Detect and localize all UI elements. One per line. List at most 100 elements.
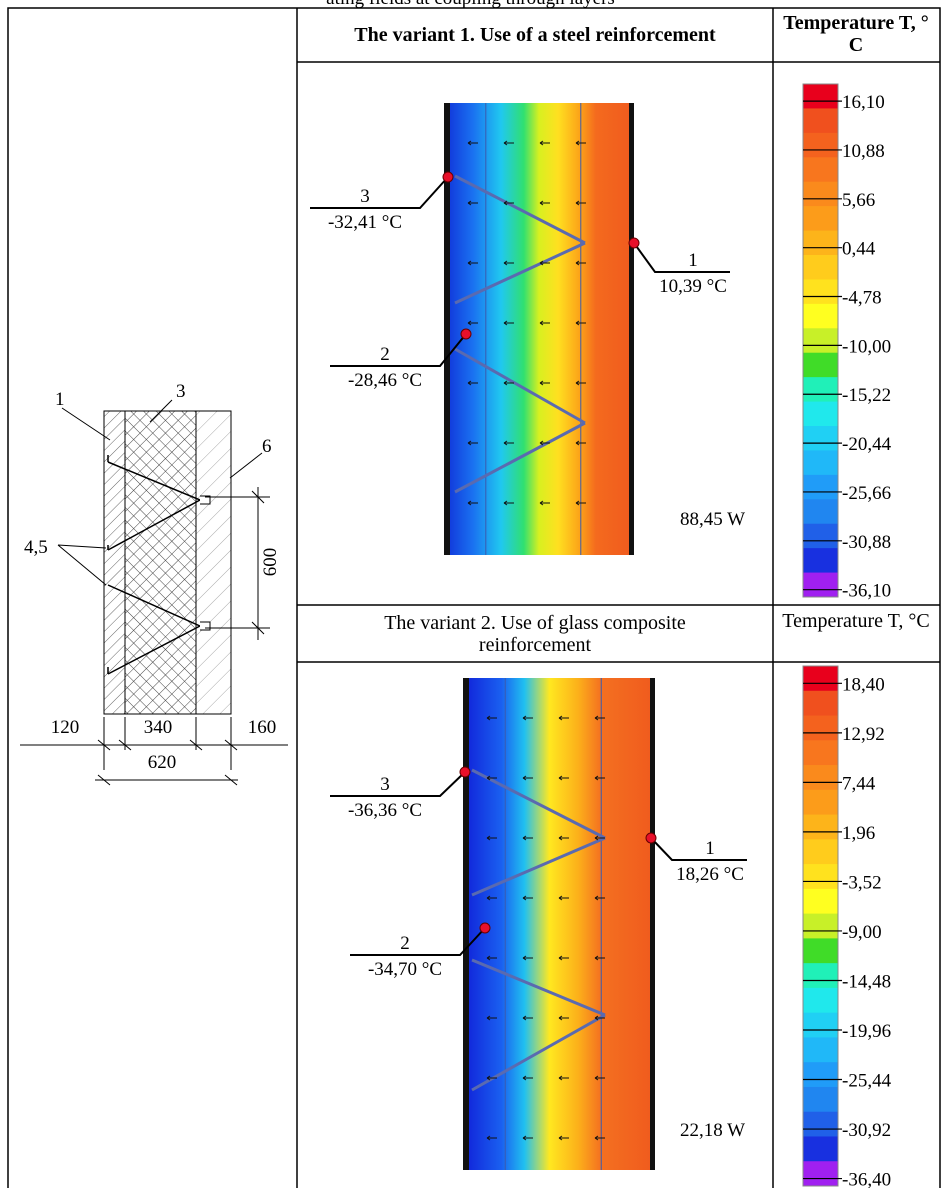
scale-band [803,938,838,964]
point-number: 2 [380,344,390,365]
scale-label: -36,10 [842,581,891,602]
flux-arrow [594,895,605,901]
leader-line [633,242,730,273]
wall-edge [629,103,634,555]
leader-line [330,333,467,367]
scale-band [803,789,838,816]
caption: ating fields at coupling through layers [0,0,941,10]
scale-band [803,987,838,1014]
scale-label: -10,00 [842,336,891,357]
point-temperature: -28,46 °C [348,370,422,391]
flux-arrow [594,1015,605,1021]
flux-arrow [486,835,497,841]
scale-label: 7,44 [842,773,876,794]
flux-arrow [486,1075,497,1081]
scale-band [803,255,838,280]
flux-arrow [486,715,497,721]
temperature-field [444,103,634,555]
flux-arrow [503,320,514,326]
flux-arrow [539,500,550,506]
flux-arrow [486,1015,497,1021]
scale-band [803,230,838,256]
flux-arrow [486,1135,497,1141]
flux-arrow [558,895,569,901]
scale-band [803,1136,838,1162]
flux-arrow [522,1135,533,1141]
dimension-label: 160 [248,717,277,738]
scale-label: -20,44 [842,434,892,455]
point-temperature: -32,41 °C [328,212,402,233]
flux-arrow [558,1015,569,1021]
scale-label: 5,66 [842,190,875,211]
reinforcement [471,768,606,840]
scale-band [803,1161,838,1187]
wall-edge [444,103,450,555]
point-marker [460,328,472,340]
flux-arrow [594,955,605,961]
point-number: 1 [705,838,715,859]
scale-label: -3,52 [842,872,882,893]
flux-arrow [522,955,533,961]
scale-label: 16,10 [842,92,885,113]
scale-label: 1,96 [842,823,875,844]
scale-label: -14,48 [842,971,891,992]
scale-title: Temperature T, °C [782,610,930,632]
flux-arrow [522,1075,533,1081]
scale-band [803,523,838,549]
flux-arrow [575,380,586,386]
scale-label: -36,40 [842,1170,891,1188]
drawing-label: 1 [55,389,65,410]
flux-arrow [467,380,478,386]
table-lines [7,7,941,1188]
scale-label: -19,96 [842,1021,891,1042]
scale-band [803,839,838,865]
flux-arrow [594,1075,605,1081]
flux-arrow [558,1075,569,1081]
flux-arrow [486,775,497,781]
flux-arrow [539,320,550,326]
scale-label: 12,92 [842,724,885,745]
scale-band [803,426,838,451]
dimension-label: 340 [144,717,173,738]
scale-band [803,84,838,109]
scale-band [803,206,838,232]
reinforcement [454,347,586,425]
flux-arrow [503,260,514,266]
flux-arrow [575,260,586,266]
drawing-label: 3 [176,381,186,402]
flux-arrow [594,775,605,781]
wall-edge [463,678,469,1170]
point-number: 2 [400,933,410,954]
flux-arrow [539,260,550,266]
scale-title: Temperature T, °C [783,12,929,56]
scale-band [803,913,838,939]
dimension-label: 120 [51,717,80,738]
leader-line [350,927,486,956]
flux-arrow [503,140,514,146]
scale-band [803,1086,838,1113]
flux-arrow [558,775,569,781]
scale-band [803,814,838,840]
scale-band [803,303,838,329]
flux-arrow [539,200,550,206]
reinforcement [471,958,606,1017]
point-marker [645,832,657,844]
flux-arrow [467,260,478,266]
wall-edge [650,678,655,1170]
flux-arrow [575,440,586,446]
flux-arrow [467,200,478,206]
point-number: 1 [688,250,698,271]
scale-band [803,108,838,134]
scale-frame [802,83,839,598]
scale-band [803,1062,838,1088]
leader-line [310,176,449,209]
scale-band [803,715,838,741]
scale-label: -30,92 [842,1120,891,1141]
flux-arrow [575,200,586,206]
scale-band [803,1012,838,1038]
flux-arrow [558,715,569,721]
flux-arrow [522,715,533,721]
scale-label: 18,40 [842,674,885,695]
